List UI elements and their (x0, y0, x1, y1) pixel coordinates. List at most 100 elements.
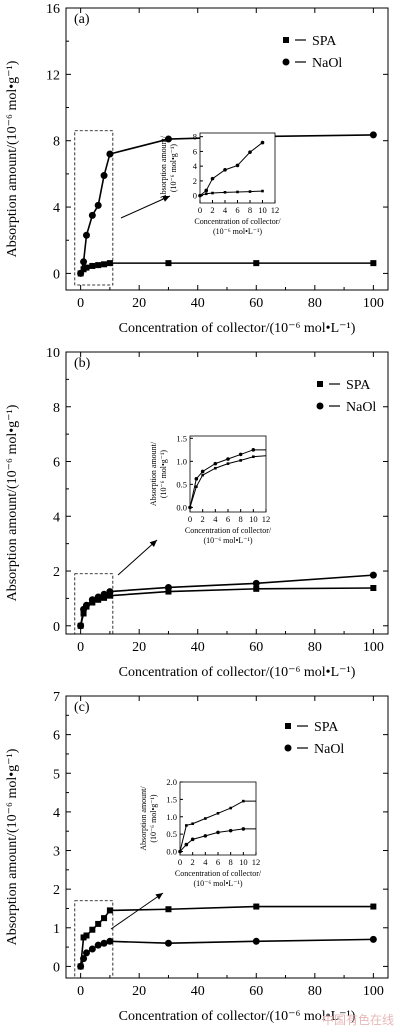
y-tick-label: 4 (53, 806, 60, 821)
x-tick-label: 60 (249, 984, 263, 999)
legend-item: SPA (283, 34, 337, 49)
zoom-box (74, 900, 114, 979)
inset-data-point (229, 806, 232, 810)
legend-marker (283, 37, 289, 43)
series-spa (77, 260, 377, 277)
series-spa (77, 585, 377, 629)
legend-item: NaOl (282, 56, 342, 71)
inset-y-tick-label: 0.5 (176, 479, 187, 489)
data-point (253, 585, 260, 592)
legend-item: NaOl (316, 400, 376, 415)
inset-x-tick-label: 2 (210, 205, 214, 215)
inset-y-tick-label: 1.0 (176, 456, 187, 466)
inset-data-point (190, 837, 195, 842)
legend-marker (282, 58, 290, 66)
legend-label: SPA (314, 720, 339, 735)
x-tick-label: 100 (363, 296, 384, 311)
zoom-arrow-head (162, 195, 170, 202)
inset-data-point (188, 505, 192, 510)
x-tick-label: 40 (191, 984, 205, 999)
data-point (88, 596, 96, 604)
watermark: 中国有色在线 (321, 1013, 394, 1027)
x-tick-label: 80 (308, 640, 322, 655)
inset-x-tick-label: 2 (201, 514, 205, 524)
series-line (79, 905, 374, 967)
legend-marker (285, 723, 291, 729)
y-tick-label: 4 (53, 510, 60, 525)
inset-x-tick-label: 0 (188, 514, 192, 524)
data-point (165, 588, 172, 595)
y-tick-label: 8 (53, 135, 60, 150)
inset-x-tick-label: 6 (235, 205, 239, 215)
data-point (89, 926, 96, 933)
inset-x-tick-label: 10 (258, 205, 267, 215)
y-tick-label: 10 (46, 346, 60, 361)
legend-marker (316, 402, 324, 410)
data-point (370, 903, 377, 910)
chart-panel-b: 0 20 40 60 80 100 0 2 4 6 8 10 Concentration of coll… (0, 344, 400, 688)
inset-data-point (260, 140, 265, 145)
inset-x-tick-label: 8 (239, 514, 243, 524)
inset-data-point (261, 189, 264, 193)
y-tick-label: 1 (53, 922, 60, 937)
inset-x-tick-label: 0 (198, 205, 202, 215)
inset-data-point (235, 163, 240, 168)
series-line (79, 262, 374, 274)
inset-data-point (248, 190, 252, 193)
inset-x-tick-label: 10 (239, 857, 248, 867)
inset-data-point (195, 485, 198, 488)
inset-x-tick-label: 4 (213, 514, 218, 524)
zoom-box (74, 130, 114, 286)
chart-panel-c: 0 20 40 60 80 100 0 1 2 3 4 5 6 7 Concentration of col… (0, 688, 400, 1032)
data-point (83, 932, 90, 939)
data-point (106, 592, 113, 599)
legend-marker (284, 744, 292, 752)
inset-x-tick-label: 12 (271, 205, 280, 215)
inset-data-point (214, 466, 217, 470)
legend-marker (317, 381, 323, 387)
inset-data-point (239, 459, 242, 462)
series-line (79, 587, 374, 626)
inset-data-point (252, 455, 255, 459)
data-point (106, 588, 114, 596)
data-point (94, 941, 102, 949)
y-axis-label: Absorption amount/(10⁻⁶ mol•g⁻¹) (5, 60, 20, 257)
data-point (106, 150, 114, 158)
data-point (80, 955, 88, 963)
data-point (164, 583, 172, 591)
inset-y-tick-label: 1.5 (176, 433, 187, 443)
inset-y-label: Absorption amount/ (139, 786, 148, 851)
panel-label: (b) (74, 356, 91, 371)
data-point (100, 939, 108, 947)
y-tick-label: 6 (53, 729, 60, 744)
inset-y-tick-label: 1.5 (166, 794, 177, 804)
inset-y-tick-label: 2 (193, 176, 197, 186)
data-point (82, 601, 90, 609)
inset-frame (179, 781, 257, 856)
inset-data-point (223, 168, 227, 172)
inset-x-label: Concentration of collector/ (175, 869, 262, 878)
x-axis-label: Concentration of collector/(10⁻⁶ mol•L⁻¹… (119, 665, 356, 680)
data-point (88, 945, 96, 953)
data-point (252, 579, 260, 587)
data-point (94, 593, 102, 601)
inset-data-point (226, 462, 230, 465)
y-tick-label: 12 (46, 68, 60, 83)
legend-item: SPA (285, 720, 339, 735)
zoom-arrow-head (155, 893, 163, 900)
y-tick-label: 0 (53, 267, 60, 282)
inset-data-point (251, 448, 256, 452)
x-tick-label: 0 (77, 296, 84, 311)
inset-data-point (198, 193, 202, 198)
inset-data-point (204, 192, 208, 196)
y-tick-label: 6 (53, 456, 60, 471)
data-point (82, 949, 90, 957)
inset-data-point (204, 188, 209, 193)
data-point (89, 262, 96, 269)
data-point (370, 585, 377, 592)
y-tick-label: 0 (53, 960, 60, 975)
inset-data-point (185, 824, 188, 827)
data-point (94, 201, 102, 209)
